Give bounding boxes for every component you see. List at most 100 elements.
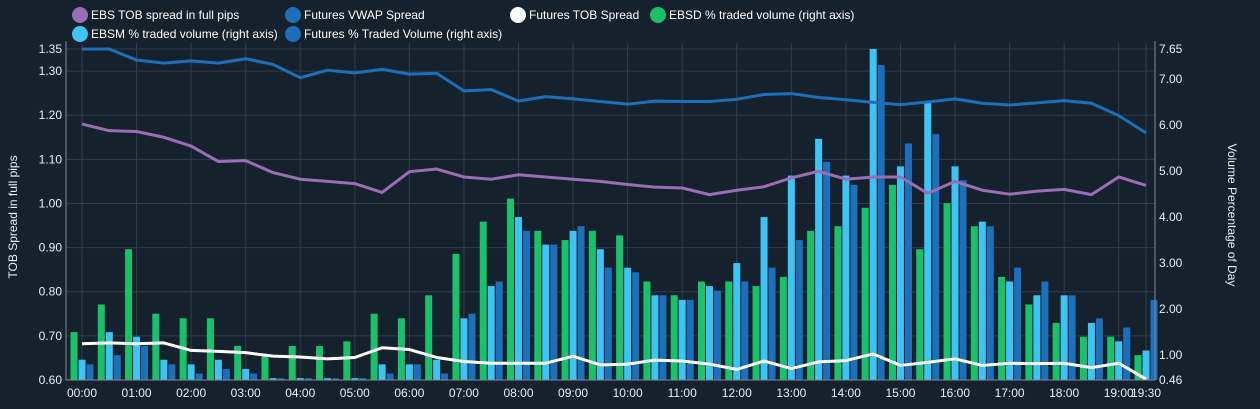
legend-label-0[interactable]: EBS TOB spread in full pips	[91, 8, 239, 22]
bar-1-24	[733, 263, 741, 380]
bar-2-1	[113, 355, 121, 380]
bar-2-18	[577, 226, 585, 380]
bar-0-37	[1079, 336, 1087, 380]
x-tick-label: 08:00	[503, 386, 533, 400]
volume-bars	[70, 49, 1158, 380]
bar-1-19	[596, 249, 604, 380]
bar-2-24	[741, 281, 749, 380]
legend-label-5[interactable]: Futures % Traded Volume (right axis)	[304, 27, 502, 41]
x-tick-label: 06:00	[394, 386, 424, 400]
x-tick-label: 04:00	[285, 386, 315, 400]
bar-1-8	[296, 378, 304, 380]
bar-0-16	[507, 198, 515, 380]
bar-2-23	[713, 290, 721, 380]
x-tick-label: 18:00	[1049, 386, 1079, 400]
bar-2-9	[332, 378, 340, 380]
bar-0-17	[534, 230, 542, 380]
x-tick-label: 14:00	[831, 386, 861, 400]
x-tick-label: 16:00	[940, 386, 970, 400]
bar-1-12	[405, 364, 413, 380]
bar-0-29	[861, 207, 869, 380]
legend-label-1[interactable]: Futures VWAP Spread	[304, 8, 425, 22]
bar-2-21	[659, 295, 667, 380]
legend-label-4[interactable]: EBSM % traded volume (right axis)	[91, 27, 278, 41]
y-tick-label: 0.80	[39, 285, 63, 299]
bar-1-10	[351, 378, 359, 380]
bar-2-8	[304, 378, 312, 380]
legend: EBS TOB spread in full pips Futures VWAP …	[72, 7, 854, 42]
axes: 0.60 0.70 0.80 0.90 1.00 1.10 1.20 1.30 1.35 0.46…	[39, 41, 1183, 400]
bar-2-19	[604, 267, 612, 380]
bar-1-23	[705, 286, 713, 380]
x-tick-label: 17:00	[995, 386, 1025, 400]
y2-tick-label: 1.00	[1159, 348, 1183, 362]
bar-1-33	[978, 221, 986, 380]
legend-marker-0[interactable]	[72, 7, 88, 23]
bar-1-27	[815, 138, 823, 380]
x-tick-label: 05:00	[340, 386, 370, 400]
bar-1-26	[787, 175, 795, 380]
bar-2-13	[441, 373, 449, 380]
bar-1-16	[515, 217, 523, 380]
spread-lines	[81, 47, 1147, 381]
bar-1-35	[1033, 295, 1041, 380]
bar-1-37	[1087, 322, 1095, 380]
bar-0-32	[943, 203, 951, 380]
legend-marker-1[interactable]	[285, 7, 301, 23]
bar-2-36	[1068, 295, 1076, 380]
bar-0-35	[1025, 304, 1033, 380]
line-series-0	[81, 122, 1147, 197]
bar-1-6	[242, 368, 250, 380]
y-tick-label: 0.70	[39, 329, 63, 343]
bar-1-22	[678, 299, 686, 380]
bar-1-25	[760, 217, 768, 380]
bar-2-11	[386, 373, 394, 380]
bar-0-30	[888, 184, 896, 380]
legend-marker-3[interactable]	[650, 7, 666, 23]
bar-1-7	[269, 378, 277, 380]
bar-0-23	[697, 281, 705, 380]
bar-0-25	[752, 286, 760, 380]
bar-1-21	[651, 295, 659, 380]
legend-marker-2[interactable]	[510, 7, 526, 23]
y-tick-label: 1.30	[39, 64, 63, 78]
bar-0-31	[916, 249, 924, 380]
y-tick-label: 1.10	[39, 152, 63, 166]
bar-0-6	[234, 345, 242, 380]
legend-label-2[interactable]: Futures TOB Spread	[529, 8, 639, 22]
bar-1-29	[869, 49, 877, 380]
legend-label-3[interactable]: EBSD % traded volume (right axis)	[669, 8, 854, 22]
x-tick-label: 09:00	[558, 386, 588, 400]
bar-0-13	[425, 295, 433, 380]
bar-0-24	[725, 281, 733, 380]
bar-0-34	[998, 276, 1006, 380]
bar-1-14	[460, 318, 468, 380]
x-tick-label: 15:00	[885, 386, 915, 400]
bar-0-21	[643, 281, 651, 380]
bar-2-35	[1041, 281, 1049, 380]
y-tick-label: 1.00	[39, 196, 63, 210]
y2-tick-label: 0.46	[1159, 373, 1183, 387]
bar-0-19	[588, 230, 596, 380]
y2-tick-label: 5.00	[1159, 164, 1183, 178]
bar-0-18	[561, 240, 569, 380]
y2-tick-label: 6.00	[1159, 118, 1183, 132]
y-tick-label: 0.90	[39, 241, 63, 255]
y2-tick-label: 7.00	[1159, 72, 1183, 86]
bar-1-32	[951, 166, 959, 380]
x-tick-label: 11:00	[668, 386, 697, 400]
legend-marker-5[interactable]	[285, 26, 301, 42]
bar-0-36	[1052, 322, 1060, 380]
bar-1-30	[896, 166, 904, 380]
bar-2-31	[932, 134, 940, 380]
x-tick-label: 03:00	[231, 386, 261, 400]
bar-1-38	[1115, 341, 1123, 380]
x-tick-label: 12:00	[722, 386, 752, 400]
legend-marker-4[interactable]	[72, 26, 88, 42]
x-tick-label: 13:00	[776, 386, 806, 400]
bar-2-15	[495, 281, 503, 380]
bar-0-22	[670, 295, 678, 380]
x-tick-label: 19:30	[1131, 386, 1161, 400]
bar-0-14	[452, 253, 460, 380]
